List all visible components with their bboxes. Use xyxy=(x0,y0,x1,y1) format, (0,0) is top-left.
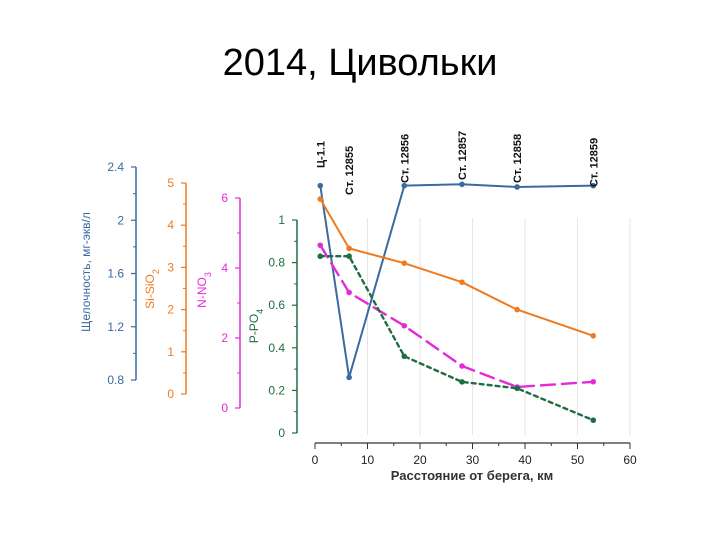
x-tick-label: 10 xyxy=(361,453,375,467)
station-label: Ст. 12858 xyxy=(512,134,524,183)
n-data-point xyxy=(317,242,324,249)
n-series-line xyxy=(319,244,595,389)
p-data-point xyxy=(514,385,520,392)
p-data-point xyxy=(346,253,352,260)
alk-tick-label: 2.4 xyxy=(107,160,124,174)
n-tick-label: 0 xyxy=(221,401,228,415)
n-tick-label: 4 xyxy=(221,261,228,275)
alk-data-point xyxy=(514,184,520,190)
si-data-point xyxy=(459,279,465,285)
si-tick-label: 5 xyxy=(167,176,174,190)
n-tick-label: 2 xyxy=(221,331,228,345)
alk-data-point xyxy=(590,182,597,189)
slide-title: 2014, Цивольки xyxy=(222,42,498,84)
p-tick-label: 0.6 xyxy=(268,298,285,312)
alk-tick-label: 1.6 xyxy=(107,267,124,281)
station-label: Ст. 12855 xyxy=(344,146,356,195)
p-data-point xyxy=(459,379,465,385)
alk-tick-label: 2 xyxy=(117,213,124,227)
alk-tick-label: 0.8 xyxy=(107,373,124,387)
si-tick-label: 2 xyxy=(167,303,174,317)
si-axis-label: Si-SiO2 xyxy=(143,269,161,309)
p-tick-label: 0.4 xyxy=(268,341,285,355)
si-tick-label: 3 xyxy=(167,260,174,274)
si-data-point xyxy=(401,260,408,266)
p-tick-label: 0.2 xyxy=(268,383,285,397)
x-tick-label: 50 xyxy=(571,453,585,467)
p-data-point xyxy=(317,253,324,260)
n-data-point xyxy=(401,322,408,329)
alk-series-line xyxy=(319,183,595,379)
station-label: Ц-1.1 xyxy=(315,141,327,168)
x-axis-label: Расстояние от берега, км xyxy=(391,468,553,483)
alk-axis-label: Щелочность, мг-экв/л xyxy=(79,212,93,332)
n-data-point xyxy=(590,378,597,385)
alk-data-point xyxy=(346,374,352,381)
station-label: Ст. 12857 xyxy=(457,131,469,180)
p-data-point xyxy=(401,353,408,360)
alk-data-point xyxy=(459,181,465,188)
si-tick-label: 0 xyxy=(167,387,174,401)
n-tick-label: 6 xyxy=(221,191,228,205)
p-series-line xyxy=(319,255,595,422)
si-series-line xyxy=(319,198,595,337)
x-tick-label: 0 xyxy=(312,453,319,467)
alk-tick-label: 1.2 xyxy=(107,320,124,334)
x-tick-label: 20 xyxy=(413,453,427,467)
station-label: Ст. 12856 xyxy=(399,134,411,183)
p-tick-label: 0.8 xyxy=(268,256,285,270)
si-data-point xyxy=(514,306,520,313)
alk-data-point xyxy=(317,182,324,189)
p-axis-label: P-PO4 xyxy=(247,309,265,343)
p-tick-label: 0 xyxy=(278,426,285,440)
n-data-point xyxy=(346,289,352,296)
si-data-point xyxy=(317,196,324,202)
si-data-point xyxy=(590,332,597,339)
alk-data-point xyxy=(401,182,408,189)
station-label: Ст. 12859 xyxy=(588,138,600,187)
x-tick-label: 40 xyxy=(518,453,532,467)
p-data-point xyxy=(590,417,597,424)
x-tick-label: 30 xyxy=(466,453,480,467)
si-tick-label: 4 xyxy=(167,218,174,232)
x-tick-label: 60 xyxy=(623,453,637,467)
si-tick-label: 1 xyxy=(167,345,174,359)
p-tick-label: 1 xyxy=(278,213,285,227)
n-axis-label: N-NO3 xyxy=(195,272,213,308)
si-data-point xyxy=(346,245,352,252)
n-data-point xyxy=(459,363,465,369)
